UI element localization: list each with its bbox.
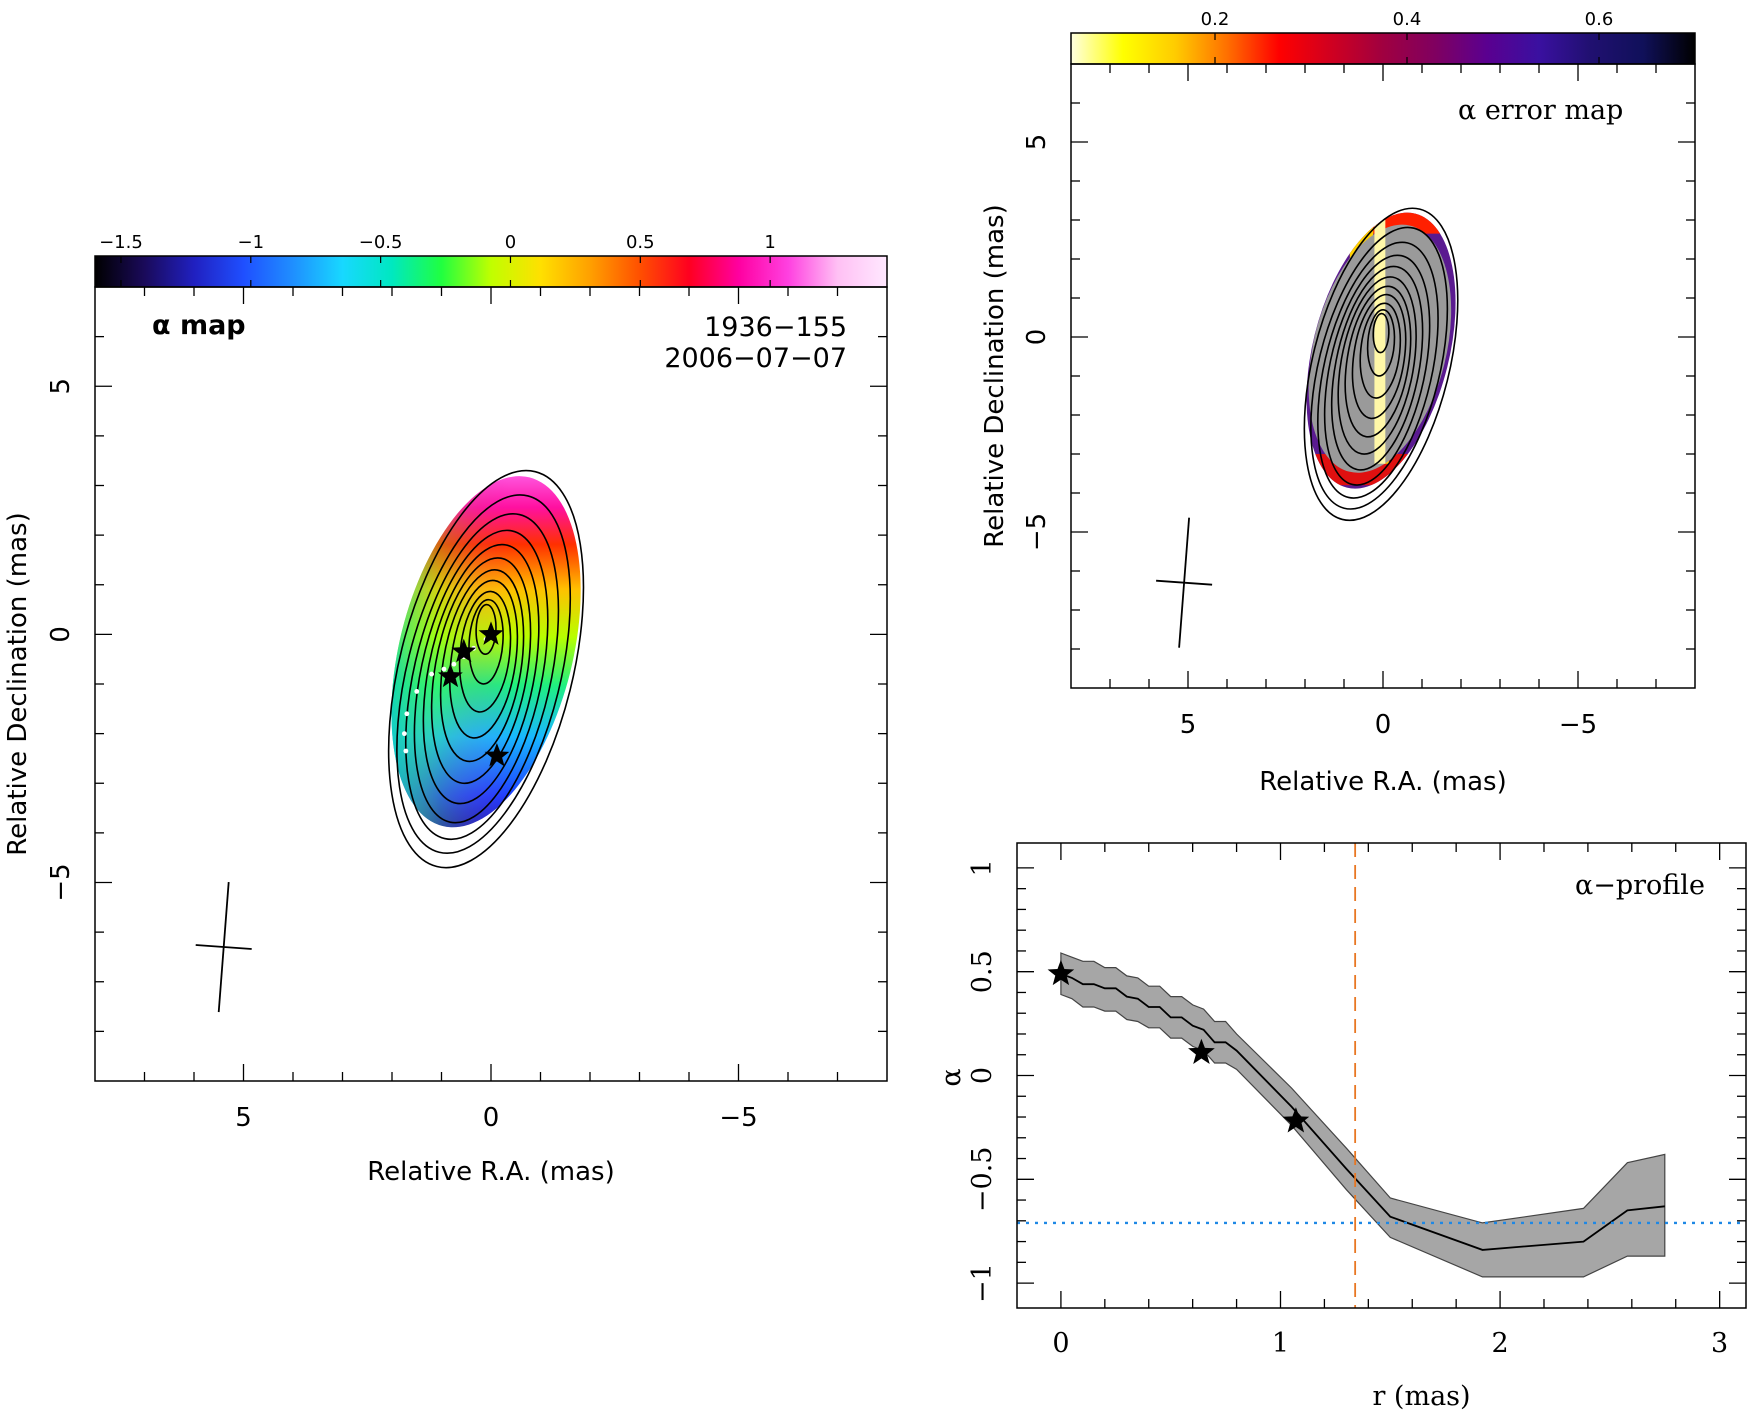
error-map-contours [1303, 207, 1459, 522]
alpha-profile-x-tick-label: 2 [1491, 1328, 1508, 1359]
error-map-y-tick-label: 0 [1022, 329, 1052, 346]
alpha-colorbar-tick-label: −1.5 [99, 232, 143, 253]
alpha-map-axes: 5 0 −5 5 0 −5 [46, 287, 887, 1133]
alpha-map-markers [195, 621, 510, 1013]
error-map-contour [1303, 207, 1459, 522]
alpha-map-title: α map [152, 310, 246, 341]
alpha-map-ridge-point [429, 671, 434, 677]
alpha-profile-x-axis-label: r (mas) [1372, 1381, 1470, 1412]
error-map-contour [1344, 285, 1412, 438]
error-map-contour [1359, 302, 1402, 399]
error-map-y-tick-label: 5 [1022, 134, 1052, 151]
alpha-colorbar-tick-label: −1 [238, 232, 265, 253]
alpha-map-contour [430, 557, 532, 785]
error-map-contour [1366, 308, 1396, 377]
alpha-profile-y-tick-label: −1 [967, 1263, 998, 1303]
alpha-profile-error-band [1060, 952, 1666, 1278]
error-map-contour [1372, 312, 1390, 354]
error-map-axes: 5 0 −5 5 0 −5 [1022, 64, 1695, 740]
error-map-contour [1337, 276, 1417, 455]
alpha-map-x-tick-label: 5 [235, 1103, 252, 1133]
alpha-profile-markers [1047, 959, 1310, 1133]
alpha-map-contour [387, 469, 585, 869]
alpha-map-contour [422, 543, 540, 805]
alpha-profile-y-tick-label: −0.5 [967, 1147, 998, 1213]
alpha-map-x-axis-label: Relative R.A. (mas) [367, 1157, 614, 1187]
alpha-map-star [438, 663, 463, 688]
error-colorbar-tick-label: 0.4 [1393, 9, 1422, 30]
alpha-profile-x-tick-label: 0 [1052, 1328, 1069, 1359]
alpha-profile-star [1282, 1107, 1310, 1133]
error-map-x-tick-label: 5 [1180, 710, 1197, 740]
alpha-map-ridge-point [441, 666, 447, 672]
alpha-profile-x-tick-label: 3 [1711, 1328, 1728, 1359]
error-map-contour [1351, 293, 1407, 420]
alpha-colorbar-ticks: −1.5 −1 −0.5 0 0.5 1 [99, 232, 776, 287]
alpha-colorbar-tick-label: 1 [764, 232, 775, 253]
alpha-map-x-tick-label: 0 [483, 1103, 500, 1133]
alpha-colorbar-tick-label: 0.5 [626, 232, 655, 253]
alpha-map-y-tick-label: 0 [46, 626, 76, 643]
alpha-map-contour [396, 494, 572, 854]
alpha-map-contour [449, 579, 519, 739]
alpha-map-contour [439, 569, 525, 763]
error-map-title: α error map [1458, 95, 1623, 126]
error-colorbar-tick-label: 0.2 [1201, 9, 1230, 30]
observation-date: 2006−07−07 [664, 343, 847, 374]
error-map-contour [1323, 254, 1431, 486]
alpha-map-contour [475, 603, 497, 656]
error-colorbar [1070, 32, 1696, 65]
error-map-contour [1317, 241, 1439, 499]
alpha-map-contour [404, 513, 560, 841]
alpha-profile-title: α−profile [1575, 870, 1705, 901]
alpha-map-star [478, 621, 504, 645]
alpha-map-ridge-point [451, 661, 457, 667]
alpha-map-y-tick-label: −5 [46, 863, 76, 901]
error-map-contour [1310, 226, 1449, 510]
alpha-map-star [484, 743, 510, 767]
error-map-x-axis-label: Relative R.A. (mas) [1259, 767, 1506, 797]
error-map-markers [1156, 517, 1213, 648]
alpha-profile-x-tick-label: 1 [1272, 1328, 1289, 1359]
error-map-contour [1330, 265, 1424, 471]
error-map-ridge [1374, 220, 1386, 464]
alpha-profile-axes: 0 1 2 3 1 0.5 0 −0.5 −1 [967, 843, 1746, 1359]
alpha-map-y-axis-label: Relative Declination (mas) [3, 512, 33, 855]
alpha-map-beam-minor [195, 944, 252, 950]
error-map-y-tick-label: −5 [1022, 513, 1052, 551]
alpha-profile-panel: 0 1 2 3 1 0.5 0 −0.5 −1 α−profile r (mas) α [936, 842, 1747, 1412]
alpha-colorbar-tick-label: −0.5 [359, 232, 403, 253]
alpha-profile-y-tick-label: 0 [967, 1067, 998, 1084]
error-map-beam-minor [1156, 579, 1213, 586]
alpha-profile-y-tick-label: 0.5 [967, 950, 998, 993]
alpha-map-contour [413, 529, 549, 824]
alpha-colorbar-tick-label: 0 [505, 232, 516, 253]
alpha-map-ridge-point [401, 731, 407, 737]
source-name: 1936−155 [704, 312, 847, 343]
error-colorbar-ticks: 0.2 0.4 0.6 [1201, 9, 1614, 64]
alpha-map-panel: −1.5 −1 −0.5 0 0.5 1 5 0 −550−5 α map 1936−155 … [3, 232, 888, 1187]
alpha-profile-star [1188, 1038, 1215, 1064]
alpha-map-x-tick-label: −5 [719, 1103, 757, 1133]
error-map-panel: 0.2 0.4 0.6 5 0 −5 5 0 −5 α error map Relative … [980, 9, 1696, 797]
alpha-map-contour [468, 598, 504, 685]
alpha-map-ridge-point [404, 711, 410, 717]
alpha-map-ridge-point [403, 748, 409, 754]
error-colorbar-tick-label: 0.6 [1585, 9, 1614, 30]
error-map-y-axis-label: Relative Declination (mas) [980, 204, 1010, 547]
alpha-colorbar [94, 255, 888, 288]
error-map-x-tick-label: 0 [1375, 710, 1392, 740]
alpha-profile-star [1047, 959, 1075, 986]
alpha-profile-y-tick-label: 1 [967, 859, 998, 876]
alpha-map-star [451, 638, 477, 663]
alpha-profile-plot [1017, 843, 1746, 1308]
alpha-map-y-tick-label: 5 [46, 378, 76, 395]
alpha-map-ridge-point [414, 689, 420, 694]
alpha-profile-y-axis-label: α [936, 1068, 967, 1086]
error-map-x-tick-label: −5 [1559, 710, 1597, 740]
alpha-map-top-cut [382, 456, 600, 471]
